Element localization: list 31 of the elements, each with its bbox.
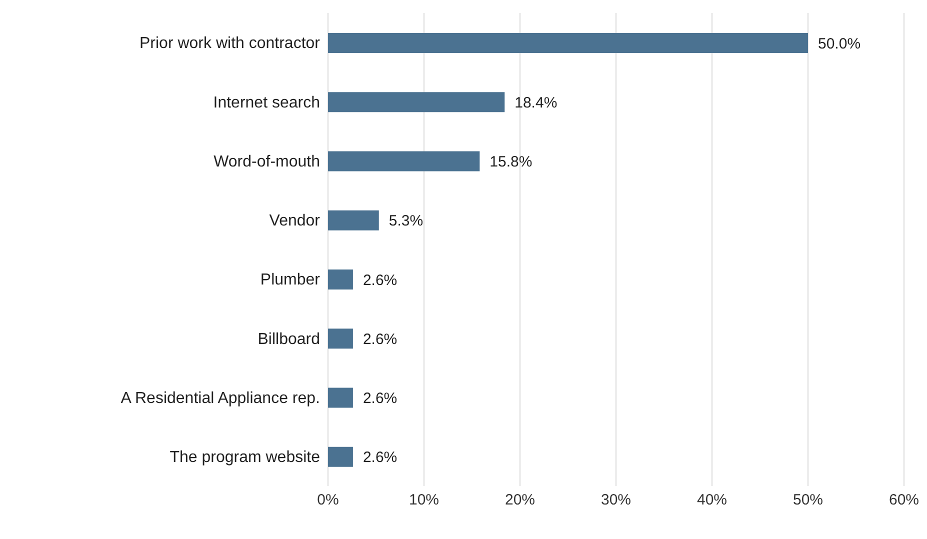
data-label: 2.6%	[362, 449, 398, 466]
y-tick-label: Internet search	[213, 94, 320, 112]
bar	[328, 92, 505, 112]
y-tick-label: Word-of-mouth	[214, 153, 320, 170]
bar	[328, 33, 808, 53]
x-tick-label: 60%	[888, 492, 920, 509]
bar	[328, 328, 353, 349]
bar	[328, 210, 379, 230]
y-tick-label: Plumber	[260, 272, 321, 289]
bar	[328, 388, 353, 408]
data-label: 50.0%	[818, 35, 861, 52]
x-tick-label: 40%	[696, 492, 728, 509]
y-tick-label: Prior work with contractor	[140, 35, 321, 52]
data-label: 18.4%	[514, 94, 558, 112]
data-label: 2.6%	[362, 330, 398, 348]
x-tick-label: 50%	[792, 492, 824, 509]
data-label: 5.3%	[388, 212, 424, 230]
data-label: 2.6%	[362, 272, 398, 289]
x-tick-label: 30%	[600, 492, 632, 509]
bar	[328, 270, 353, 290]
y-tick-label: A Residential Appliance rep.	[120, 390, 320, 407]
data-label: 15.8%	[490, 154, 532, 171]
y-tick-label: Vendor	[269, 212, 321, 230]
x-tick-label: 0%	[317, 492, 339, 509]
bar	[328, 151, 480, 172]
y-tick-label: Billboard	[258, 330, 320, 348]
x-tick-label: 20%	[504, 492, 536, 509]
x-tick-label: 10%	[408, 492, 440, 509]
bar	[328, 446, 353, 467]
data-label: 2.6%	[362, 390, 398, 408]
y-tick-label: The program website	[170, 449, 320, 466]
